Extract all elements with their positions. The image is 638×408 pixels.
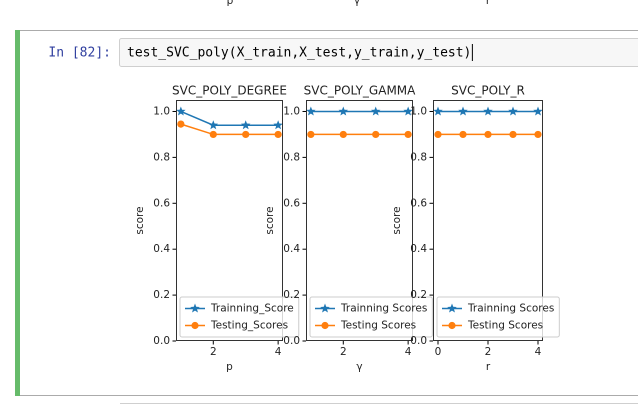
y-tick-label: 0.2 xyxy=(410,289,427,301)
legend-label: Trainning Scores xyxy=(467,303,554,315)
x-axis-label: p xyxy=(226,361,233,373)
previous-output: p γ r xyxy=(227,0,491,7)
y-tick-label: 0.8 xyxy=(153,151,170,163)
x-tick-label: 0 xyxy=(435,346,442,358)
circle-marker xyxy=(275,131,282,138)
circle-marker xyxy=(405,131,412,138)
y-tick-label: 0.6 xyxy=(283,197,300,209)
legend-label: Testing_Scores xyxy=(210,320,288,332)
x-axis-label: γ xyxy=(356,361,362,373)
legend-marker xyxy=(448,322,455,329)
x-tick-label: 2 xyxy=(210,346,217,358)
circle-marker xyxy=(177,121,184,128)
legend: Trainning_Score Testing_Scores xyxy=(180,297,299,337)
circle-marker xyxy=(372,131,379,138)
legend-label: Testing Scores xyxy=(340,320,416,332)
y-tick-label: 1.0 xyxy=(153,105,170,117)
legend-marker xyxy=(321,322,328,329)
y-tick-label: 0.8 xyxy=(410,151,427,163)
circle-marker xyxy=(534,131,541,138)
legend-label: Testing Scores xyxy=(467,320,543,332)
y-tick-label: 0.0 xyxy=(283,335,300,347)
circle-marker xyxy=(210,131,217,138)
y-tick-label: 1.0 xyxy=(410,105,427,117)
y-tick-label: 0.2 xyxy=(283,289,300,301)
x-tick-label: 4 xyxy=(275,346,282,358)
y-tick-label: 0.2 xyxy=(153,289,170,301)
legend-label: Trainning Scores xyxy=(340,303,427,315)
y-tick-label: 0.4 xyxy=(410,243,427,255)
fragment-label: γ xyxy=(354,0,360,7)
y-axis-label: score xyxy=(134,206,146,234)
legend-label: Trainning_Score xyxy=(210,303,294,315)
plot-output: SVC_POLY_DEGREE 0.0 0.2 0.4 0.6 0.8 1.0 2 4 p scor… xyxy=(134,84,559,374)
x-tick-label: 2 xyxy=(485,346,492,358)
circle-marker xyxy=(242,131,249,138)
y-tick-label: 0.4 xyxy=(153,243,170,255)
legend-marker xyxy=(191,322,198,329)
x-tick-label: 2 xyxy=(340,346,347,358)
cell-selection-bar xyxy=(15,30,20,396)
circle-marker xyxy=(307,131,314,138)
y-axis-label: score xyxy=(264,206,276,234)
circle-marker xyxy=(434,131,441,138)
subplot-title: SVC_POLY_DEGREE xyxy=(172,84,287,98)
legend: Trainning Scores Testing Scores xyxy=(310,297,432,337)
circle-marker xyxy=(340,131,347,138)
circle-marker xyxy=(484,131,491,138)
y-tick-label: 0.8 xyxy=(283,151,300,163)
x-tick-label: 4 xyxy=(405,346,412,358)
legend: Trainning Scores Testing Scores xyxy=(437,297,559,337)
fragment-label: r xyxy=(486,0,491,7)
x-axis-label: r xyxy=(486,361,491,373)
cell-prompt: In [82]: xyxy=(48,46,111,61)
x-tick-label: 4 xyxy=(535,346,542,358)
fragment-label: p xyxy=(227,0,234,7)
y-tick-label: 0.6 xyxy=(410,197,427,209)
y-tick-label: 0.6 xyxy=(153,197,170,209)
y-tick-label: 1.0 xyxy=(283,105,300,117)
code-text[interactable]: test_SVC_poly(X_train,X_test,y_train,y_t… xyxy=(127,46,471,61)
y-tick-label: 0.0 xyxy=(410,335,427,347)
y-tick-label: 0.4 xyxy=(283,243,300,255)
subplot-title: SVC_POLY_GAMMA xyxy=(304,84,417,98)
y-axis-label: score xyxy=(391,206,403,234)
subplot-title: SVC_POLY_R xyxy=(451,84,525,98)
circle-marker xyxy=(459,131,466,138)
y-tick-label: 0.0 xyxy=(153,335,170,347)
circle-marker xyxy=(509,131,516,138)
